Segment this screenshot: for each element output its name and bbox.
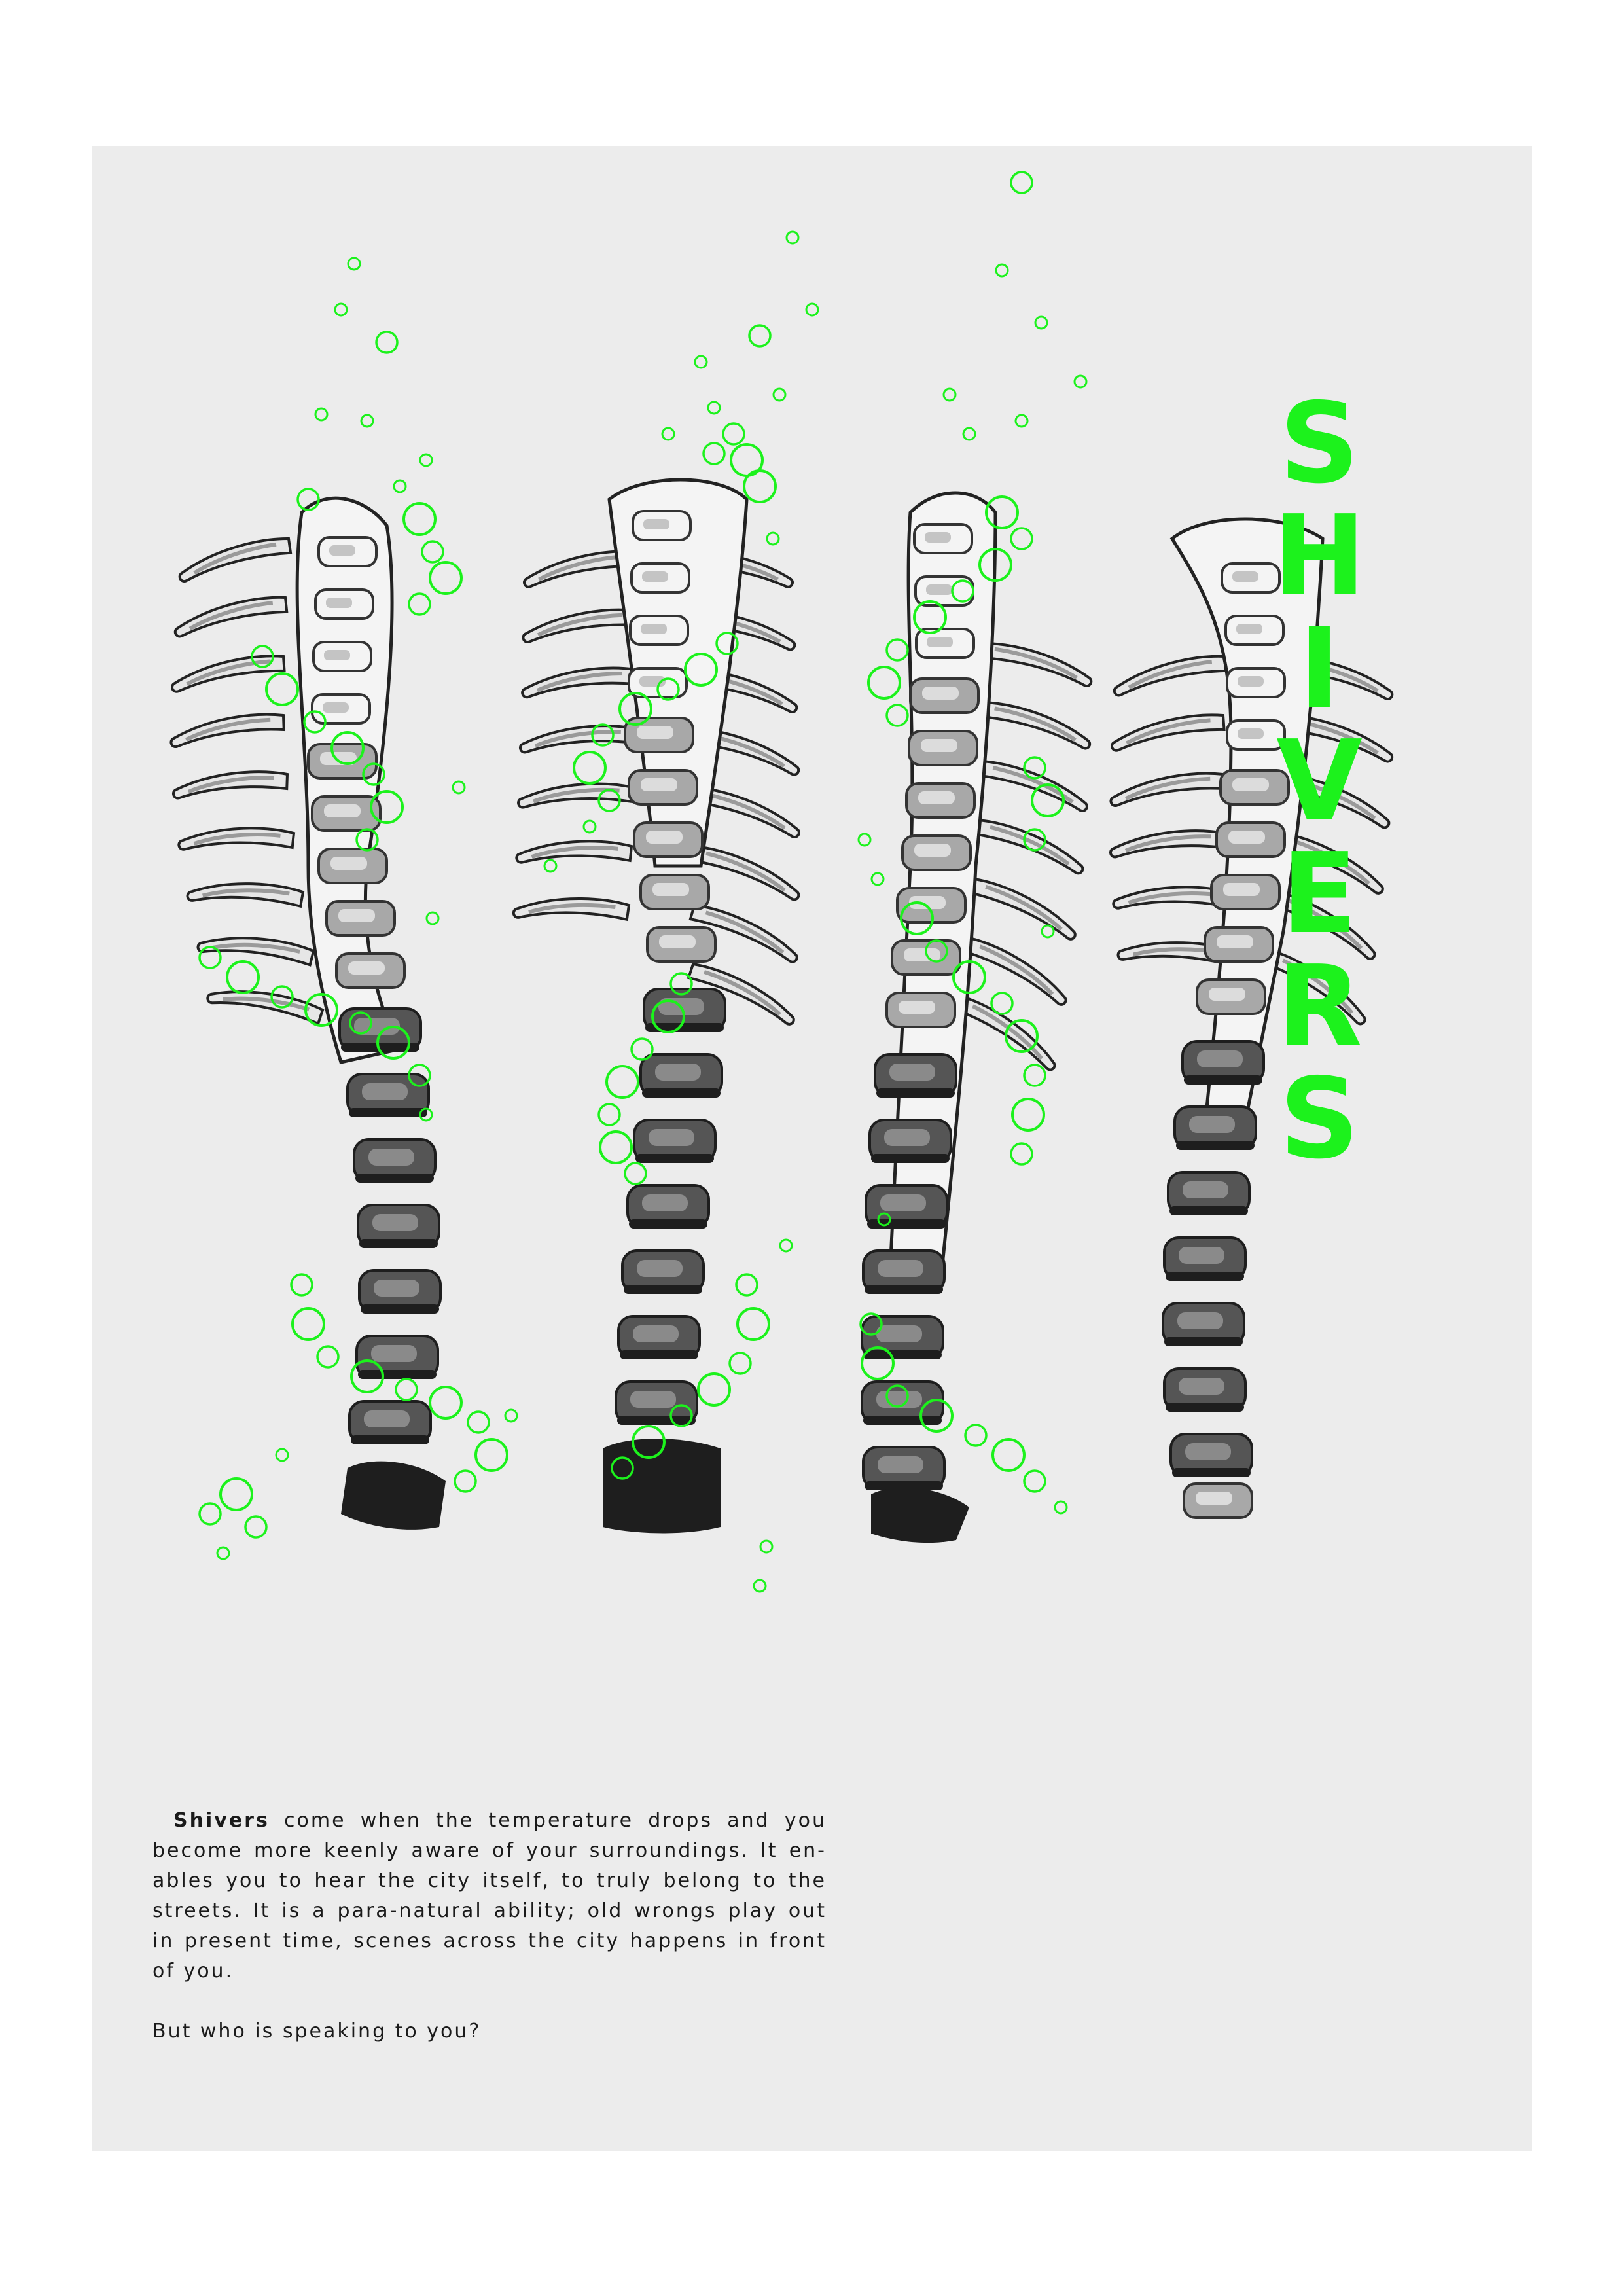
description-paragraph: Shivers come when the temperature drops … — [152, 1806, 827, 1986]
shivers-title: S H I V E R S — [1254, 388, 1385, 1176]
description-lead-word: Shivers — [173, 1809, 270, 1832]
title-letter-v: V — [1276, 717, 1363, 846]
title-letter-i: I — [1298, 604, 1340, 734]
description-body: come when the temperature drops and you … — [152, 1809, 827, 1982]
title-letter-e: E — [1281, 829, 1358, 959]
closing-question: But who is speaking to you? — [152, 2020, 482, 2043]
spine-illustration — [92, 171, 1532, 1593]
spine-2 — [513, 230, 819, 1593]
spine-3 — [857, 171, 1095, 1543]
title-letter-s1: S — [1279, 379, 1360, 509]
title-letter-h: H — [1272, 492, 1366, 621]
poster: S H I V E R S Shivers come when the temp… — [92, 146, 1532, 2151]
title-letter-s2: S — [1279, 1054, 1360, 1184]
spine-4 — [1110, 517, 1397, 1519]
title-letter-r: R — [1276, 942, 1363, 1071]
description-text: Shivers come when the temperature drops … — [152, 1806, 827, 2047]
spine-1 — [170, 257, 518, 1560]
